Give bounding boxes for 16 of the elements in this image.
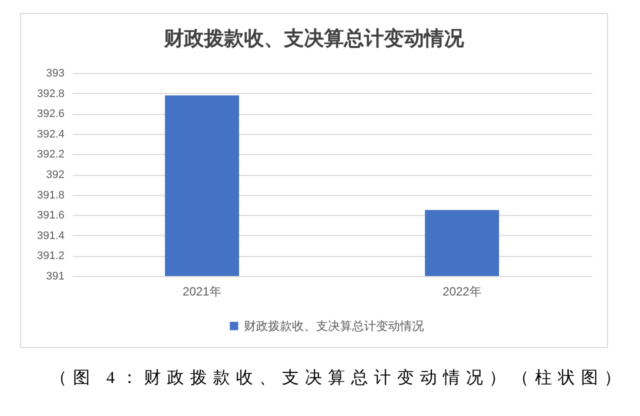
x-tick-label: 2022年	[442, 284, 482, 298]
legend-label: 财政拨款收、支决算总计变动情况	[244, 319, 424, 333]
y-tick-label: 391	[46, 270, 64, 282]
y-tick-label: 391.4	[36, 230, 64, 242]
y-tick-label: 391.8	[36, 189, 64, 202]
y-tick-label: 392.6	[36, 108, 64, 120]
y-tick-label: 391.6	[36, 210, 64, 222]
y-tick-label: 392	[46, 169, 64, 181]
y-tick-label: 392.4	[36, 128, 64, 140]
y-tick-label: 393	[46, 68, 64, 80]
chart-title: 财政拨款收、支决算总计变动情况	[163, 27, 466, 50]
x-tick-label: 2021年	[182, 284, 222, 298]
y-tick-label: 392.2	[36, 148, 64, 161]
y-tick-label: 392.8	[36, 88, 64, 100]
y-tick-label: 391.2	[36, 250, 64, 262]
text: （图 4：财政拨款收、支决算总计变动情况）（柱状图）	[50, 367, 628, 389]
